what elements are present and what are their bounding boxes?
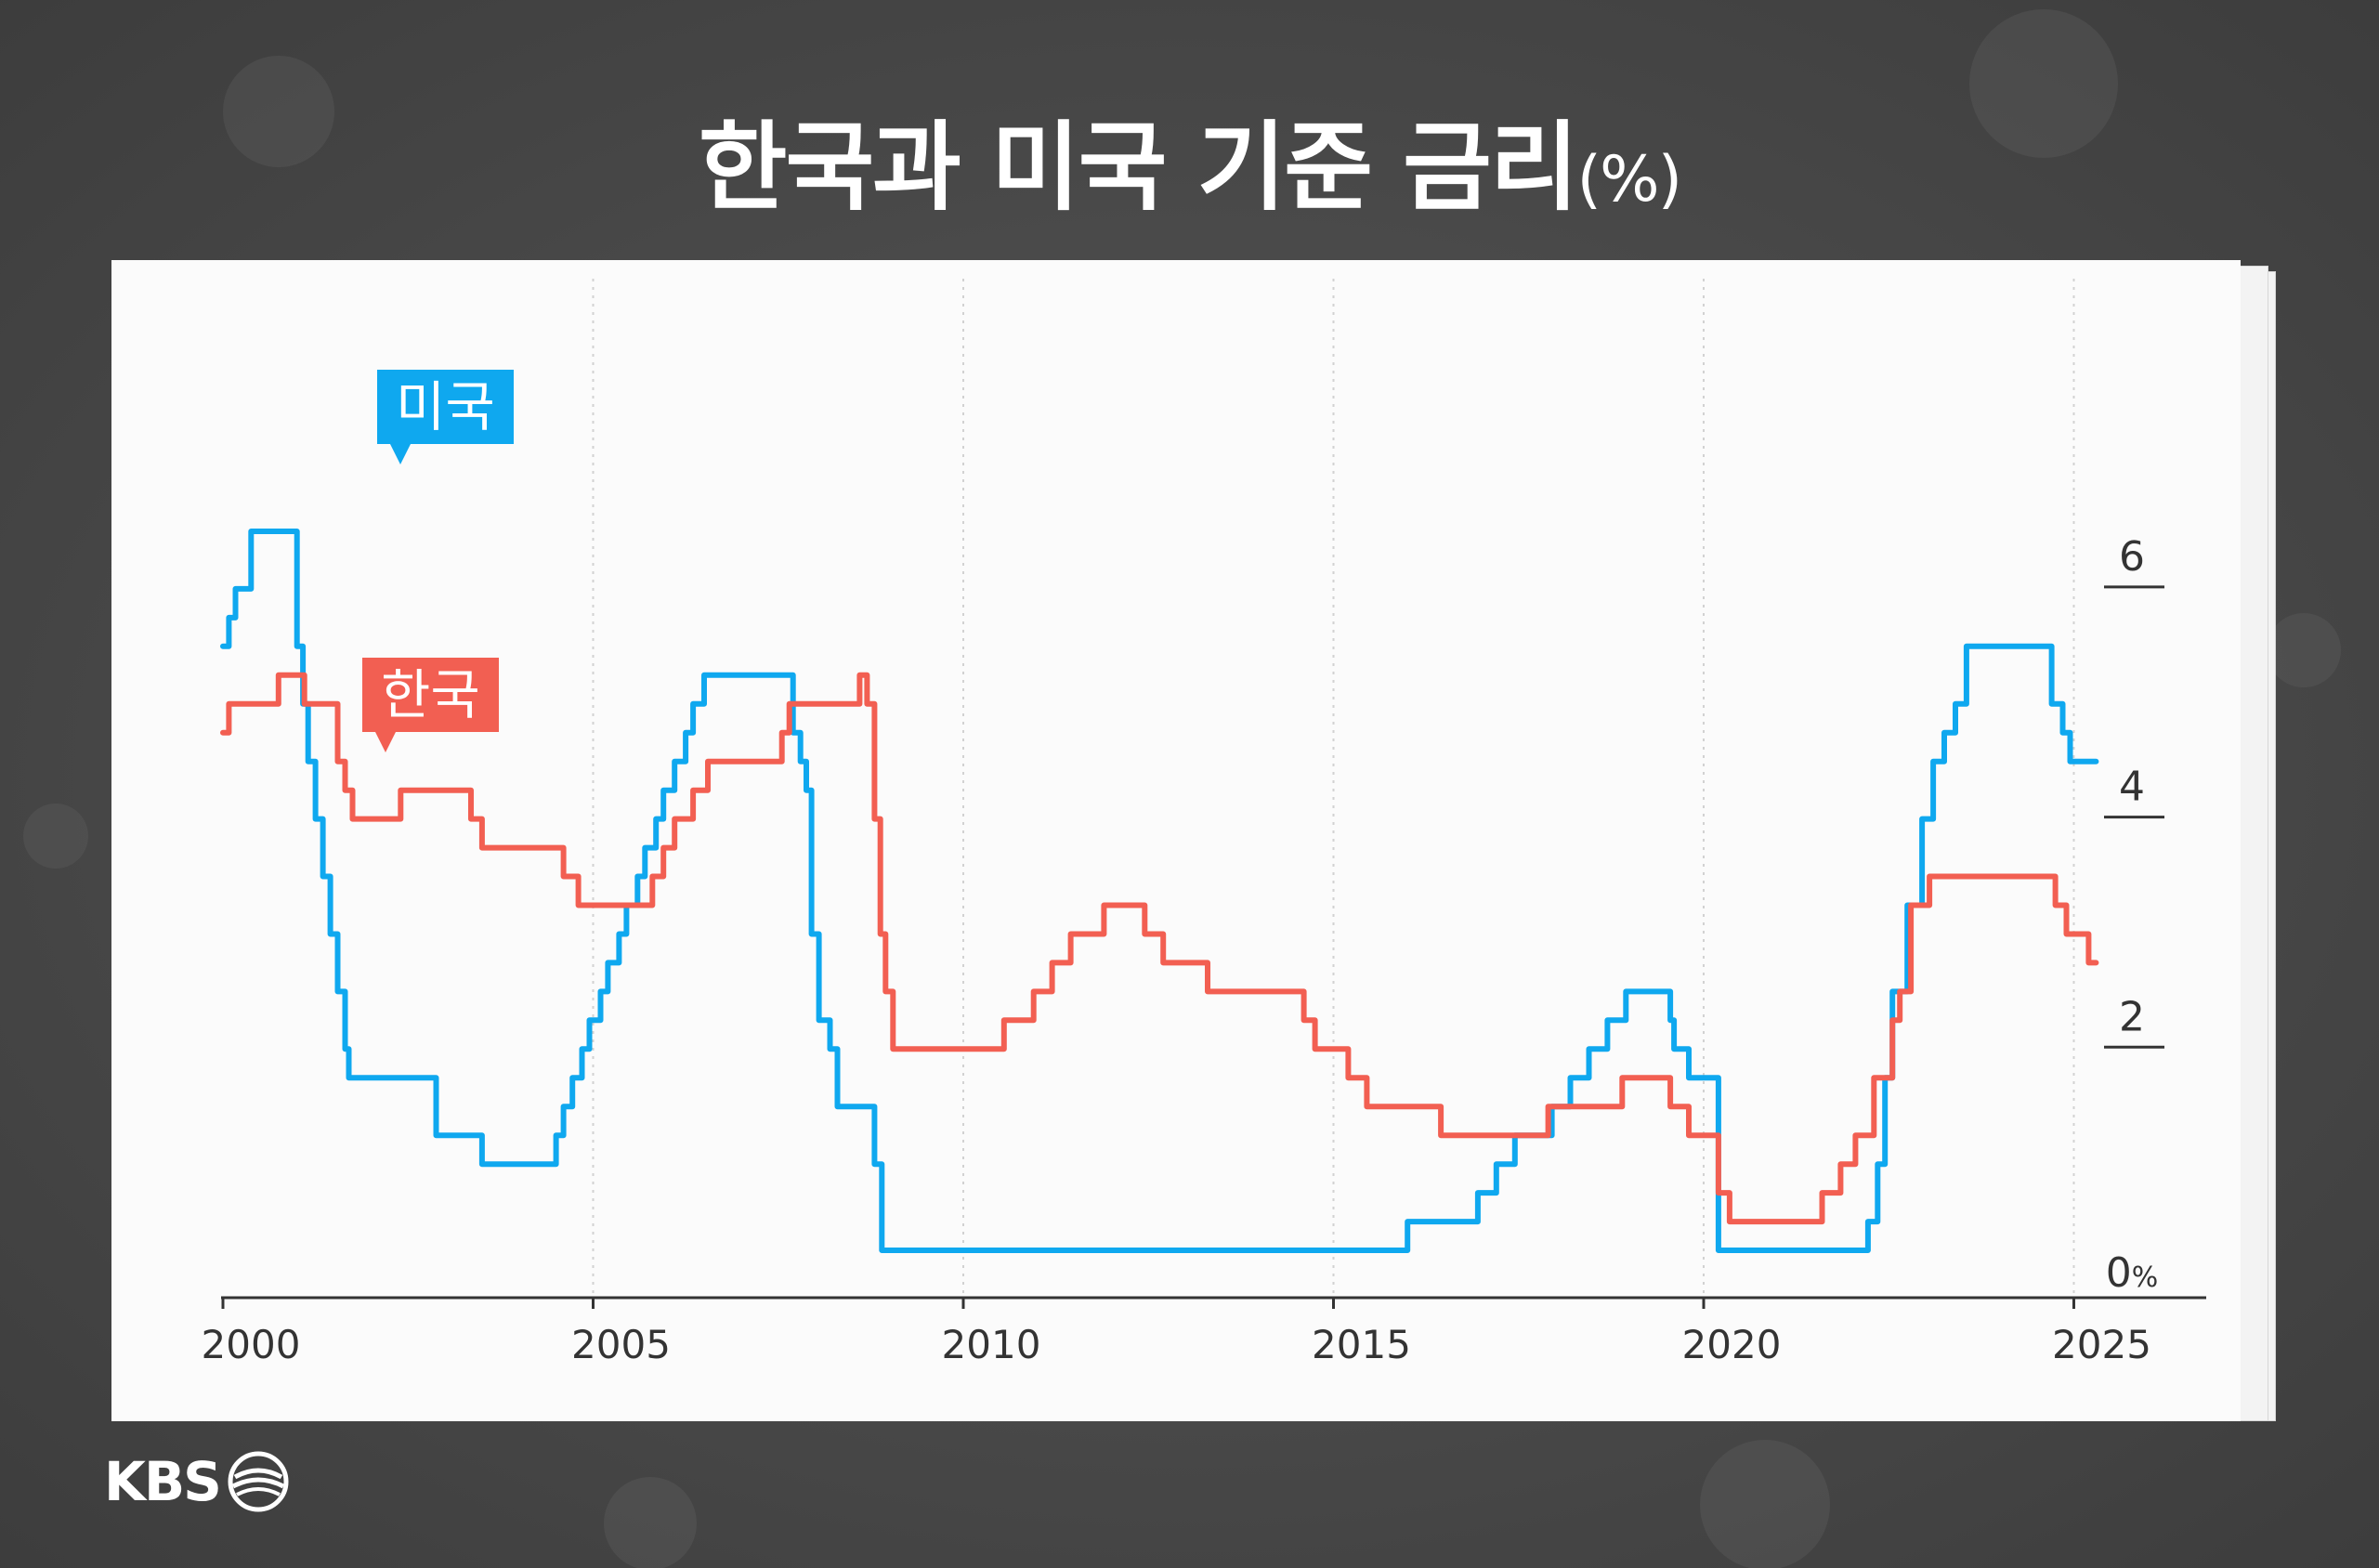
grid-lines xyxy=(592,279,2075,1298)
us-series-label: 미국 xyxy=(377,370,514,464)
series-line-kr xyxy=(220,672,2099,1225)
series-line-us xyxy=(220,529,2099,1253)
y-tick-label: 6 xyxy=(2119,533,2145,581)
x-tick-label: 2000 xyxy=(202,1322,301,1367)
y-tick-label: 0% xyxy=(2106,1249,2159,1297)
kr-series-label: 한국 xyxy=(362,658,499,752)
y-tick-label: 2 xyxy=(2119,993,2145,1040)
series-lines xyxy=(220,529,2099,1253)
x-tick-label: 2025 xyxy=(2052,1322,2151,1367)
y-axis: 0% 2 4 6 xyxy=(2104,533,2164,1297)
x-tick-label: 2010 xyxy=(942,1322,1041,1367)
kbs-globe-icon xyxy=(228,1451,289,1512)
x-tick-label: 2020 xyxy=(1682,1322,1782,1367)
title-main: 한국과 미국 기준 금리 xyxy=(698,111,1579,224)
chart-title: 한국과 미국 기준 금리(%) xyxy=(0,88,2379,229)
title-unit: (%) xyxy=(1576,143,1683,216)
kbs-logo: KBS xyxy=(104,1449,289,1514)
chart-panel: 2000 2005 2010 2015 2020 2025 0% 2 4 6 미국 한국 xyxy=(111,260,2241,1421)
line-chart: 2000 2005 2010 2015 2020 2025 0% 2 4 6 xyxy=(202,279,2206,1367)
x-tick-label: 2005 xyxy=(571,1322,671,1367)
y-tick-label: 4 xyxy=(2119,764,2145,811)
kbs-wordmark: KBS xyxy=(104,1450,222,1513)
x-axis: 2000 2005 2010 2015 2020 2025 xyxy=(202,1296,2206,1367)
x-tick-label: 2015 xyxy=(1312,1322,1411,1367)
